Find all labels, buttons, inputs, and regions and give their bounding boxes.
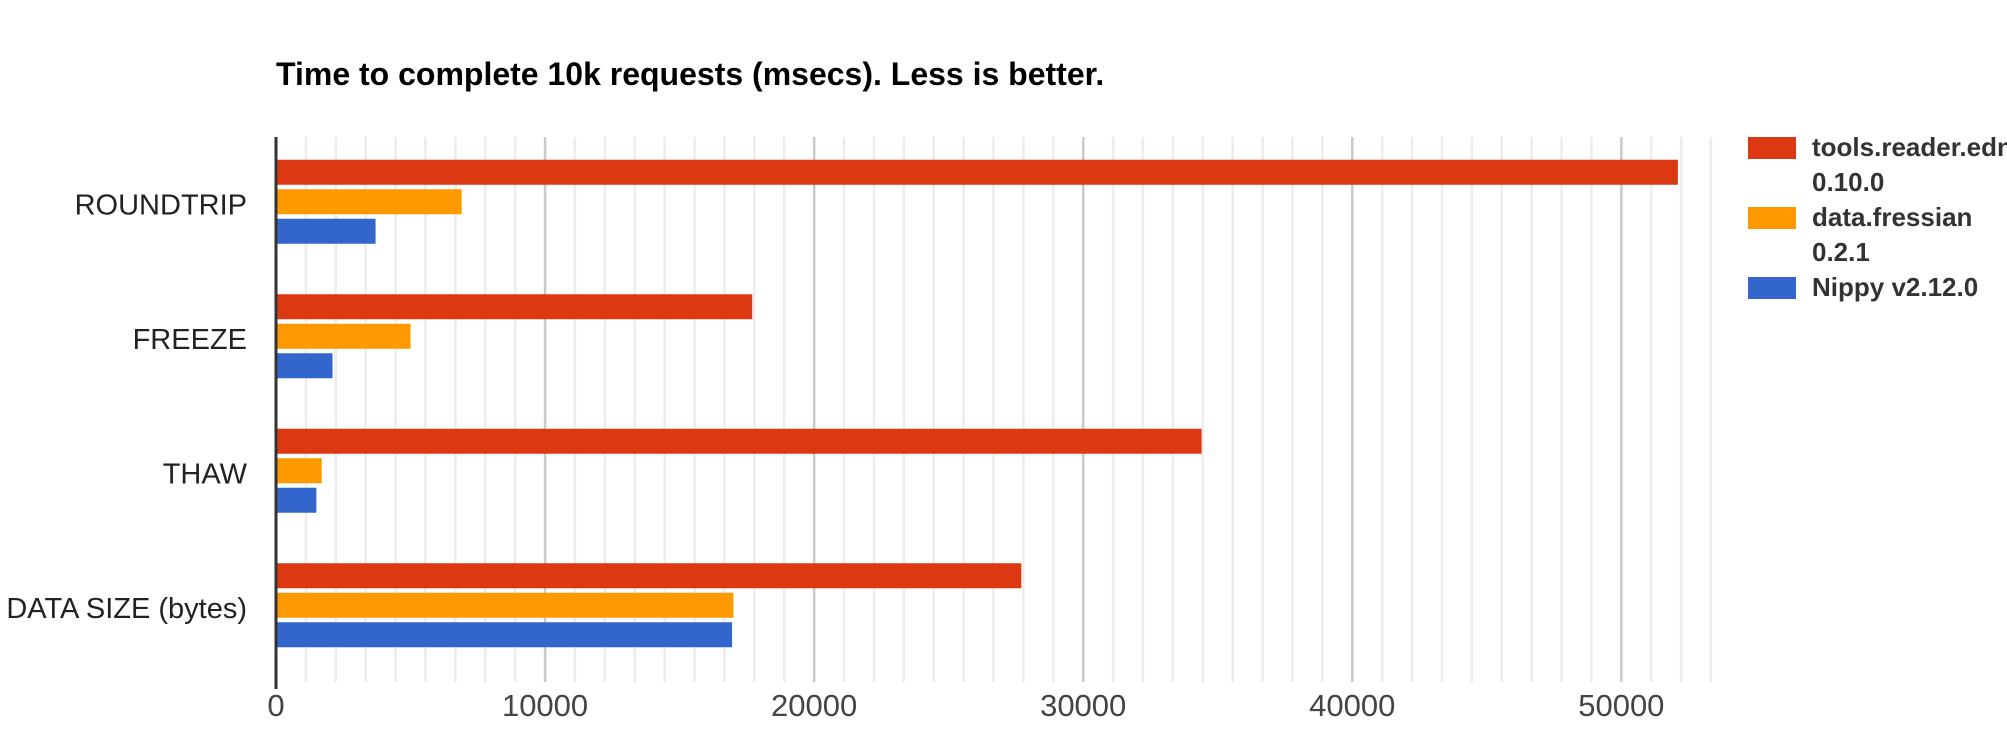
x-tick-label: 30000: [1040, 688, 1126, 723]
legend-label: data.fressian 0.2.1: [1812, 202, 1973, 267]
category-label: DATA SIZE (bytes): [6, 593, 247, 625]
bar-thaw-series-1[interactable]: [277, 458, 322, 484]
bar-thaw-series-0[interactable]: [277, 428, 1202, 454]
bar-data-size-bytes--series-1[interactable]: [277, 592, 734, 618]
x-tick-label: 0: [267, 688, 284, 723]
bar-data-size-bytes--series-0[interactable]: [277, 563, 1022, 589]
x-tick-label: 10000: [502, 688, 588, 723]
category-label: ROUNDTRIP: [75, 189, 247, 221]
bar-roundtrip-series-1[interactable]: [277, 189, 462, 215]
bar-freeze-series-0[interactable]: [277, 294, 753, 320]
x-tick-label: 40000: [1309, 688, 1395, 723]
x-tick-label: 50000: [1578, 688, 1664, 723]
legend-label: tools.reader.edn 0.10.0: [1812, 132, 2007, 197]
x-tick-label: 20000: [771, 688, 857, 723]
bar-data-size-bytes--series-2[interactable]: [277, 622, 733, 648]
chart-title: Time to complete 10k requests (msecs). L…: [276, 56, 1105, 92]
legend-label: Nippy v2.12.0: [1812, 272, 1979, 302]
bar-thaw-series-2[interactable]: [277, 487, 317, 513]
legend-swatch: [1748, 137, 1796, 159]
bar-roundtrip-series-2[interactable]: [277, 218, 376, 244]
bar-roundtrip-series-0[interactable]: [277, 159, 1678, 185]
legend-swatch: [1748, 207, 1796, 229]
legend-item-0: tools.reader.edn 0.10.0: [1748, 130, 2007, 200]
legend: tools.reader.edn 0.10.0 data.fressian 0.2.1…: [1748, 130, 2007, 305]
bar-freeze-series-1[interactable]: [277, 323, 411, 349]
legend-item-1: data.fressian 0.2.1: [1748, 200, 2003, 270]
legend-item-2: Nippy v2.12.0: [1748, 270, 2003, 305]
bar-freeze-series-2[interactable]: [277, 353, 333, 379]
legend-swatch: [1748, 277, 1796, 299]
category-label: THAW: [163, 458, 248, 490]
category-label: FREEZE: [133, 324, 247, 356]
